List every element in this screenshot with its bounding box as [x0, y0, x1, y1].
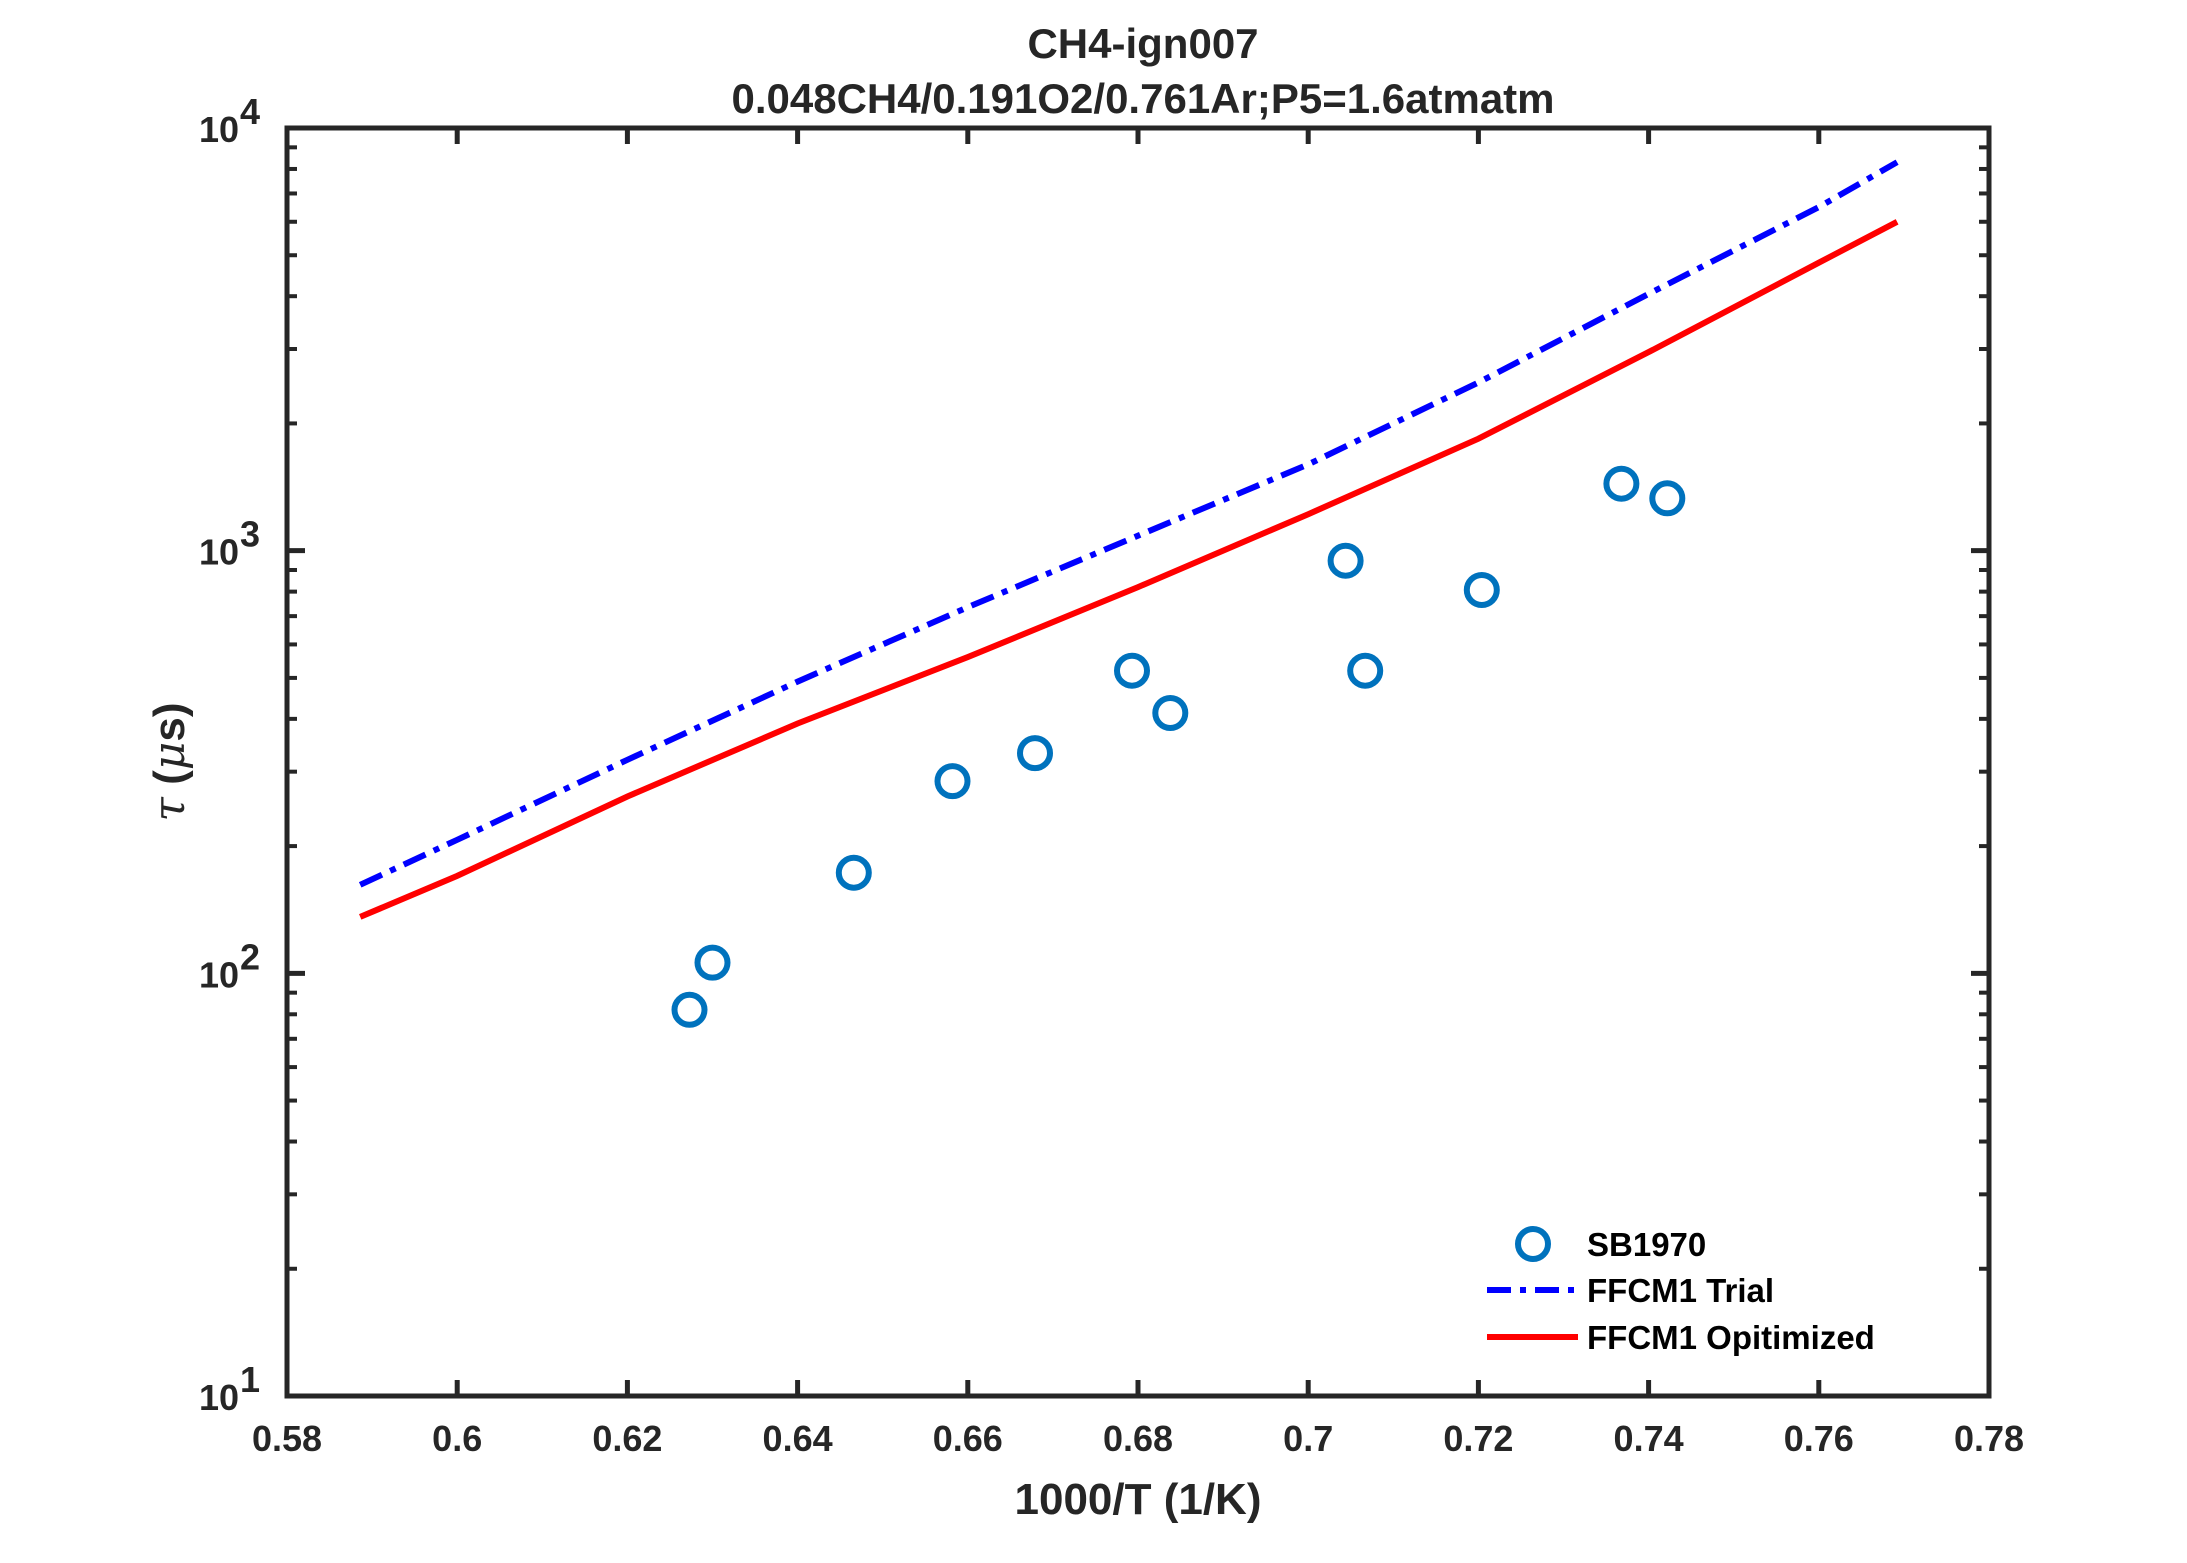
legend-label-sb1970: SB1970 — [1587, 1226, 1706, 1263]
x-tick-label: 0.78 — [1954, 1418, 2024, 1459]
y-tick-label-exponent: 2 — [240, 936, 260, 977]
axis-tick-labels: 0.58 0.6 0.62 0.64 0.66 0.68 0.7 0.72 0.74 0.76 0.… — [199, 91, 2024, 1459]
x-tick-label: 0.62 — [592, 1418, 662, 1459]
y-axis-label-unit: s) — [145, 703, 194, 742]
data-point — [1017, 735, 1053, 772]
data-point — [1649, 480, 1686, 517]
data-point — [671, 991, 708, 1028]
y-axis-label-open: ( — [145, 770, 194, 797]
x-tick-label: 0.6 — [432, 1418, 482, 1459]
data-point — [1347, 652, 1384, 689]
y-tick-label-exponent: 1 — [240, 1359, 260, 1400]
legend-label-ffcm1-trial: FFCM1 Trial — [1587, 1272, 1774, 1309]
series-line — [358, 159, 1899, 888]
y-axis-label-symbol: τ — [144, 796, 195, 821]
legend: SB1970 FFCM1 Trial FFCM1 Opitimized — [1487, 1226, 1875, 1356]
series-line — [359, 219, 1899, 920]
data-point — [1114, 652, 1150, 689]
x-tick-label: 0.76 — [1784, 1418, 1854, 1459]
legend-marker-sb1970 — [1515, 1226, 1551, 1262]
chart-subtitle: 0.048CH4/0.191O2/0.761Ar;P5=1.6atmatm — [731, 75, 1554, 122]
plot-area — [287, 128, 1989, 1396]
data-point — [1327, 542, 1364, 579]
data-point — [934, 763, 971, 800]
x-tick-label: 0.64 — [763, 1418, 833, 1459]
x-tick-label: 0.58 — [252, 1418, 322, 1459]
data-point — [835, 854, 872, 891]
x-tick-label: 0.7 — [1283, 1418, 1333, 1459]
x-tick-label: 0.66 — [933, 1418, 1003, 1459]
y-tick-label-exponent: 4 — [240, 91, 260, 132]
y-tick-label: 10 — [199, 954, 239, 995]
data-point — [1152, 695, 1189, 731]
legend-label-ffcm1-optimized: FFCM1 Opitimized — [1587, 1319, 1875, 1356]
y-axis-label: τ (μs) — [144, 703, 195, 822]
y-axis-label-mu: μ — [144, 742, 195, 771]
y-tick-label: 10 — [199, 109, 239, 150]
y-tick-label-exponent: 3 — [240, 514, 260, 555]
x-tick-label: 0.74 — [1614, 1418, 1684, 1459]
data-point — [1603, 465, 1640, 502]
x-tick-label: 0.72 — [1443, 1418, 1513, 1459]
data-point — [694, 944, 731, 981]
series-layer — [358, 159, 1899, 1028]
x-tick-label: 0.68 — [1103, 1418, 1173, 1459]
chart-title: CH4-ign007 — [1027, 20, 1258, 67]
x-axis-label: 1000/T (1/K) — [1015, 1475, 1262, 1524]
y-tick-label: 10 — [199, 532, 239, 573]
y-tick-label: 10 — [199, 1377, 239, 1418]
plot-frame — [284, 125, 1992, 1399]
data-point — [1463, 572, 1500, 608]
